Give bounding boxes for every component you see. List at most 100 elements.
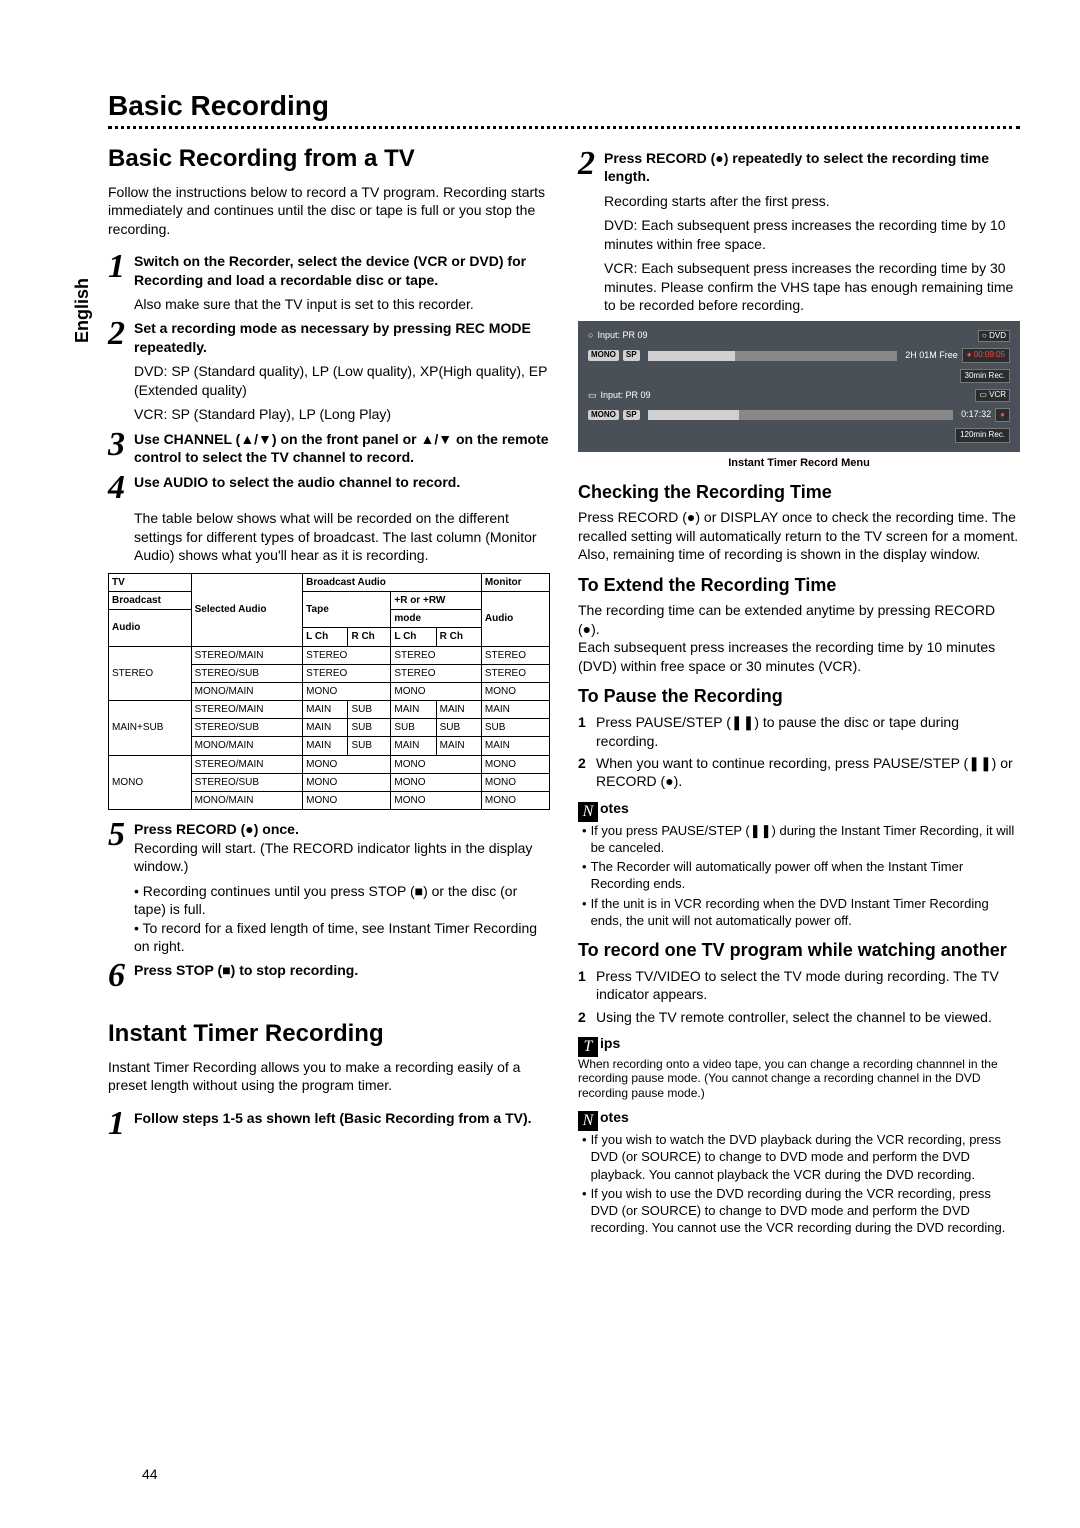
step-text: Press RECORD (●) once. Recording will st… xyxy=(134,820,550,875)
subsection-heading: To record one TV program while watching … xyxy=(578,939,1020,963)
th: Audio xyxy=(109,610,192,646)
notes-heading: Notes xyxy=(578,1108,1020,1131)
tips-heading: Tips xyxy=(578,1034,1020,1057)
osd-row-dvd-rec: 30min Rec. xyxy=(584,366,1014,387)
list-item: 1Press PAUSE/STEP (❚❚) to pause the disc… xyxy=(578,713,1020,750)
notes-icon: N xyxy=(578,802,598,822)
body-text: Each subsequent press increases the reco… xyxy=(578,638,1020,675)
intro-text: Instant Timer Recording allows you to ma… xyxy=(108,1058,550,1095)
step-number: 2 xyxy=(108,319,134,350)
step-1: 1 Switch on the Recorder, select the dev… xyxy=(108,252,550,289)
th: TV xyxy=(109,573,192,591)
body-text: The recording time can be extended anyti… xyxy=(578,601,1020,638)
th: R Ch xyxy=(436,628,481,646)
notes-list: If you wish to watch the DVD playback du… xyxy=(582,1131,1020,1236)
language-tab: English xyxy=(72,278,93,343)
list-item: 2When you want to continue recording, pr… xyxy=(578,754,1020,791)
bullet-list: Recording continues until you press STOP… xyxy=(134,882,550,956)
step-subtext: Also make sure that the TV input is set … xyxy=(134,295,550,313)
step-number: 1 xyxy=(108,1109,134,1140)
list-item: The Recorder will automatically power of… xyxy=(582,858,1020,892)
screenshot-caption: Instant Timer Record Menu xyxy=(578,456,1020,471)
content-columns: Basic Recording from a TV Follow the ins… xyxy=(108,143,1020,1238)
step-text: Use AUDIO to select the audio channel to… xyxy=(134,473,550,491)
th: Broadcast Audio xyxy=(303,573,482,591)
table-row: MONOSTEREO/MAINMONOMONOMONO xyxy=(109,755,550,773)
step-number: 2 xyxy=(578,149,604,180)
subsection-heading: Checking the Recording Time xyxy=(578,481,1020,505)
list-item: 2Using the TV remote controller, select … xyxy=(578,1008,1020,1026)
table-row: STEREOSTEREO/MAINSTEREOSTEREOSTEREO xyxy=(109,646,550,664)
osd-row-dvd: ○ Input: PR 09 ○ DVD xyxy=(584,327,1014,346)
step-subtext: Recording starts after the first press. xyxy=(604,192,1020,210)
list-item: If you wish to use the DVD recording dur… xyxy=(582,1185,1020,1236)
body-text: Also, remaining time of recording is sho… xyxy=(578,545,1020,563)
step-2: 2 Set a recording mode as necessary by p… xyxy=(108,319,550,356)
manual-page: English Basic Recording Basic Recording … xyxy=(0,0,1080,1278)
ordered-list: 1Press PAUSE/STEP (❚❚) to pause the disc… xyxy=(578,713,1020,791)
intro-text: Follow the instructions below to record … xyxy=(108,183,550,238)
osd-row-dvd-detail: MONO SP 2H 01M Free ● 00:09:05 xyxy=(584,345,1014,366)
th: L Ch xyxy=(391,628,436,646)
section-heading: Basic Recording from a TV xyxy=(108,143,550,175)
list-item: If the unit is in VCR recording when the… xyxy=(582,895,1020,929)
th: Selected Audio xyxy=(191,573,303,646)
itr-step-2: 2 Press RECORD (●) repeatedly to select … xyxy=(578,149,1020,186)
list-item: Recording continues until you press STOP… xyxy=(134,882,550,919)
step-text: Set a recording mode as necessary by pre… xyxy=(134,319,550,356)
table-row: MAIN+SUBSTEREO/MAINMAINSUBMAINMAINMAIN xyxy=(109,701,550,719)
left-column: Basic Recording from a TV Follow the ins… xyxy=(108,143,550,1238)
list-item: To record for a fixed length of time, se… xyxy=(134,919,550,956)
step-subtext: VCR: SP (Standard Play), LP (Long Play) xyxy=(134,405,550,423)
audio-table: TV Selected Audio Broadcast Audio Monito… xyxy=(108,573,550,810)
osd-screenshot: ○ Input: PR 09 ○ DVD MONO SP 2H 01M Free… xyxy=(578,321,1020,452)
section-heading: Instant Timer Recording xyxy=(108,1018,550,1050)
step-subtext: DVD: SP (Standard quality), LP (Low qual… xyxy=(134,362,550,399)
right-column: 2 Press RECORD (●) repeatedly to select … xyxy=(578,143,1020,1238)
ordered-list: 1Press TV/VIDEO to select the TV mode du… xyxy=(578,967,1020,1026)
step-4: 4 Use AUDIO to select the audio channel … xyxy=(108,473,550,504)
notes-heading: Notes xyxy=(578,799,1020,822)
th: Audio xyxy=(481,591,549,646)
th: Monitor xyxy=(481,573,549,591)
step-text: Press RECORD (●) repeatedly to select th… xyxy=(604,149,1020,186)
step-text: Switch on the Recorder, select the devic… xyxy=(134,252,550,289)
title-divider xyxy=(108,126,1020,129)
itr-step-1: 1 Follow steps 1-5 as shown left (Basic … xyxy=(108,1109,550,1140)
page-title: Basic Recording xyxy=(108,90,1020,122)
step-number: 6 xyxy=(108,961,134,992)
step-number: 4 xyxy=(108,473,134,504)
osd-row-vcr-rec: 120min Rec. xyxy=(584,425,1014,446)
notes-list: If you press PAUSE/STEP (❚❚) during the … xyxy=(582,822,1020,929)
list-item: 1Press TV/VIDEO to select the TV mode du… xyxy=(578,967,1020,1004)
subsection-heading: To Extend the Recording Time xyxy=(578,574,1020,598)
step-text: Press STOP (■) to stop recording. xyxy=(134,961,550,979)
step-subtext: The table below shows what will be recor… xyxy=(134,509,550,564)
step-text: Follow steps 1-5 as shown left (Basic Re… xyxy=(134,1109,550,1127)
list-item: If you press PAUSE/STEP (❚❚) during the … xyxy=(582,822,1020,856)
list-item: If you wish to watch the DVD playback du… xyxy=(582,1131,1020,1182)
step-text: Use CHANNEL (▲/▼) on the front panel or … xyxy=(134,430,550,467)
tips-icon: T xyxy=(578,1037,598,1057)
step-number: 1 xyxy=(108,252,134,283)
th: +R or +RW xyxy=(391,591,482,609)
step-3: 3 Use CHANNEL (▲/▼) on the front panel o… xyxy=(108,430,550,467)
th: L Ch xyxy=(303,628,348,646)
step-subtext: DVD: Each subsequent press increases the… xyxy=(604,216,1020,253)
page-number: 44 xyxy=(142,1466,158,1482)
subsection-heading: To Pause the Recording xyxy=(578,685,1020,709)
th: R Ch xyxy=(348,628,391,646)
osd-row-vcr: ▭ Input: PR 09 ▭ VCR xyxy=(584,386,1014,405)
osd-row-vcr-detail: MONO SP 0:17:32 ● xyxy=(584,405,1014,426)
step-5: 5 Press RECORD (●) once. Recording will … xyxy=(108,820,550,875)
th: mode xyxy=(391,610,482,628)
step-number: 5 xyxy=(108,820,134,851)
step-6: 6 Press STOP (■) to stop recording. xyxy=(108,961,550,992)
th: Tape xyxy=(303,591,391,627)
step-subtext: VCR: Each subsequent press increases the… xyxy=(604,259,1020,314)
tips-text: When recording onto a video tape, you ca… xyxy=(578,1057,1020,1100)
body-text: Press RECORD (●) or DISPLAY once to chec… xyxy=(578,508,1020,545)
step-number: 3 xyxy=(108,430,134,461)
th: Broadcast xyxy=(109,591,192,609)
notes-icon: N xyxy=(578,1111,598,1131)
